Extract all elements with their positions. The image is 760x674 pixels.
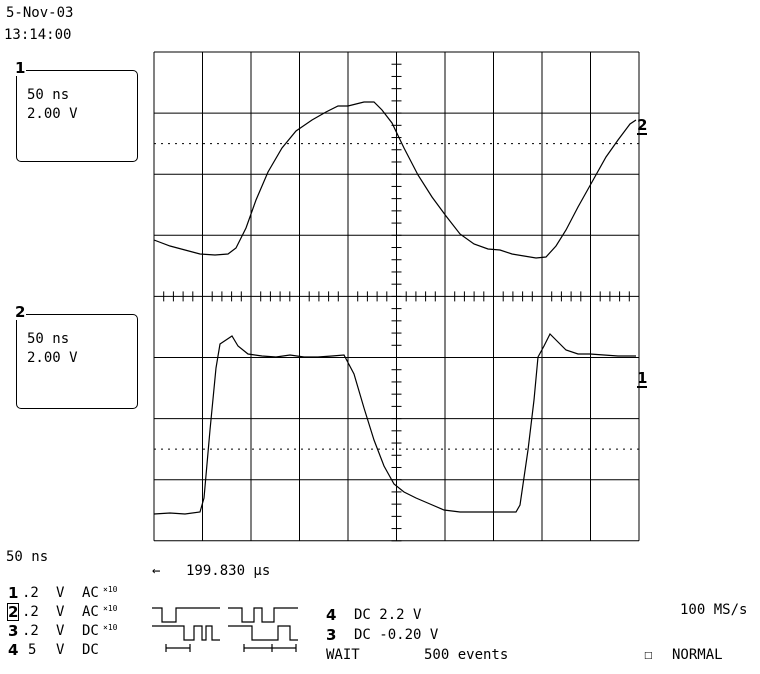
delay-arrow: ← — [152, 563, 161, 579]
trace-1-waveform — [153, 332, 636, 515]
channel-3-probe: ×10 — [103, 623, 118, 632]
channel-3-unit: V — [56, 623, 65, 639]
channel-2-coupling: AC — [82, 604, 99, 620]
trace-2-waveform — [153, 101, 637, 259]
trace-2-volts: 2.00 V — [27, 350, 78, 366]
channel-4-coupling: DC — [82, 642, 99, 658]
trace-2-info-box[interactable]: 50 ns 2.00 V — [16, 314, 138, 409]
acq-mode: NORMAL — [672, 647, 723, 663]
event-count: 500 events — [424, 647, 509, 663]
delay-value: 199.830 µs — [186, 563, 271, 579]
sample-rate: 100 MS/s — [680, 602, 748, 618]
graticule — [153, 51, 640, 542]
trigger-pattern-icon — [152, 607, 298, 652]
trace-1-timebase: 50 ns — [27, 87, 70, 103]
trace-1-info-box[interactable]: 50 ns 2.00 V — [16, 70, 138, 162]
channel-4-scale: 5 — [28, 642, 37, 658]
date-label: 5-Nov-03 — [6, 5, 74, 21]
trace-1-marker[interactable]: 1 — [637, 369, 648, 388]
trace-1-volts: 2.00 V — [27, 106, 78, 122]
trigger-line-1-text: DC 2.2 V — [354, 607, 422, 623]
trace-2-box-number: 2 — [14, 303, 27, 321]
channel-2-probe: ×10 — [103, 604, 118, 613]
channel-1-coupling: AC — [82, 585, 99, 601]
channel-2-unit: V — [56, 604, 65, 620]
channel-1-scale: .2 — [22, 585, 39, 601]
acq-mode-checkbox[interactable]: ☐ — [644, 647, 653, 663]
time-label: 13:14:00 — [4, 27, 72, 43]
channel-2-scale: .2 — [22, 604, 39, 620]
trigger-line-2-number: 3 — [326, 626, 337, 644]
trigger-line-1-number: 4 — [326, 606, 337, 624]
trace-2-marker[interactable]: 2 — [637, 116, 648, 135]
channel-3-coupling: DC — [82, 623, 99, 639]
channel-1-number: 1 — [8, 584, 19, 602]
status-timebase: 50 ns — [6, 549, 49, 565]
trace-1-box-number: 1 — [14, 59, 27, 77]
channel-4-number: 4 — [8, 641, 19, 659]
trace-2-timebase: 50 ns — [27, 331, 70, 347]
channel-4-unit: V — [56, 642, 65, 658]
trigger-line-2-text: DC -0.20 V — [354, 627, 439, 643]
channel-3-scale: .2 — [22, 623, 39, 639]
channel-1-probe: ×10 — [103, 585, 118, 594]
channel-3-number: 3 — [8, 622, 19, 640]
trigger-state: WAIT — [326, 647, 360, 663]
channel-1-unit: V — [56, 585, 65, 601]
channel-2-number: 2 — [6, 603, 20, 621]
